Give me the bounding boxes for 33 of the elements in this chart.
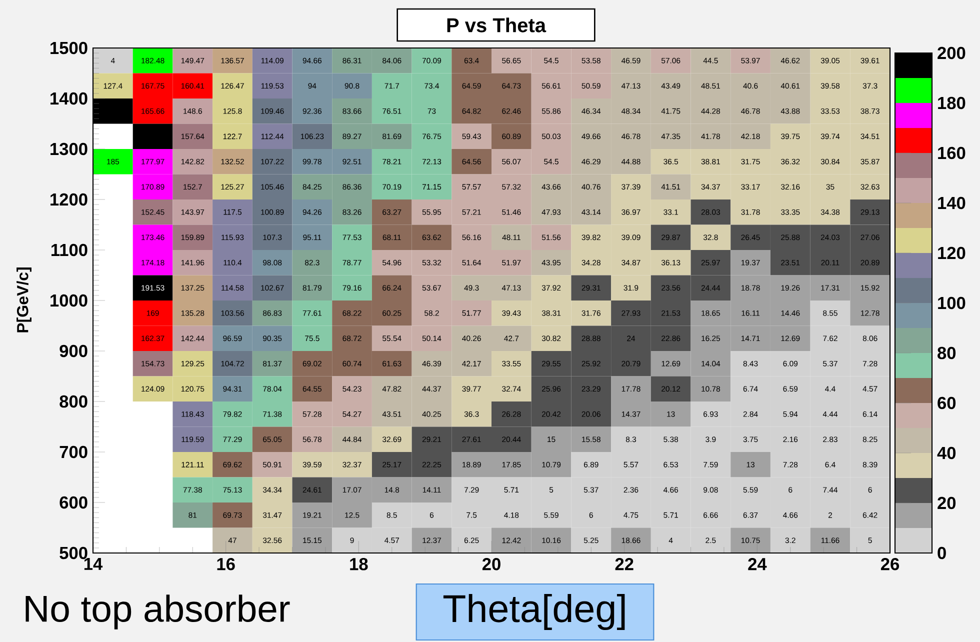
x-tick-label: 24 bbox=[748, 558, 767, 570]
color-bar-label: 140 bbox=[938, 196, 966, 210]
color-bar-label: 160 bbox=[938, 146, 966, 160]
color-bar-label: 20 bbox=[938, 496, 956, 510]
y-tick-label: 500 bbox=[60, 546, 88, 560]
color-bar-label: 80 bbox=[938, 346, 956, 360]
x-tick-label: 22 bbox=[615, 558, 634, 570]
x-tick-label: 26 bbox=[880, 558, 900, 570]
color-bar-label: 180 bbox=[938, 96, 966, 110]
y-tick-label: 1500 bbox=[50, 42, 88, 54]
color-bar-label: 60 bbox=[938, 396, 956, 410]
x-tick-label: 14 bbox=[84, 558, 103, 570]
y-tick-label: 800 bbox=[60, 395, 88, 408]
y-tick-label: 1000 bbox=[50, 294, 88, 307]
color-bar-label: 120 bbox=[938, 246, 966, 260]
chart-title: P vs Theta bbox=[447, 18, 546, 32]
x-tick-label: 16 bbox=[217, 558, 235, 570]
y-tick-label: 600 bbox=[60, 496, 88, 509]
text: No top absorber bbox=[26, 594, 290, 630]
y-tick-label: 1100 bbox=[52, 244, 88, 256]
x-tick-label: 18 bbox=[350, 558, 368, 570]
y-tick-label: 900 bbox=[60, 344, 88, 358]
y-tick-label: 1400 bbox=[50, 92, 88, 105]
color-bar-label: 40 bbox=[937, 446, 956, 460]
color-bar-label: 200 bbox=[938, 46, 966, 60]
y-tick-label: 700 bbox=[60, 446, 88, 458]
y-tick-label: 1200 bbox=[50, 193, 88, 206]
x-axis-title: Theta[deg] bbox=[443, 594, 625, 630]
color-bar-label: 100 bbox=[938, 296, 966, 310]
x-tick-label: 20 bbox=[482, 558, 500, 570]
y-tick-label: 1300 bbox=[50, 142, 88, 156]
color-bar-label: 0 bbox=[938, 546, 946, 560]
y-axis-title: P[GeV/c] bbox=[16, 268, 32, 332]
